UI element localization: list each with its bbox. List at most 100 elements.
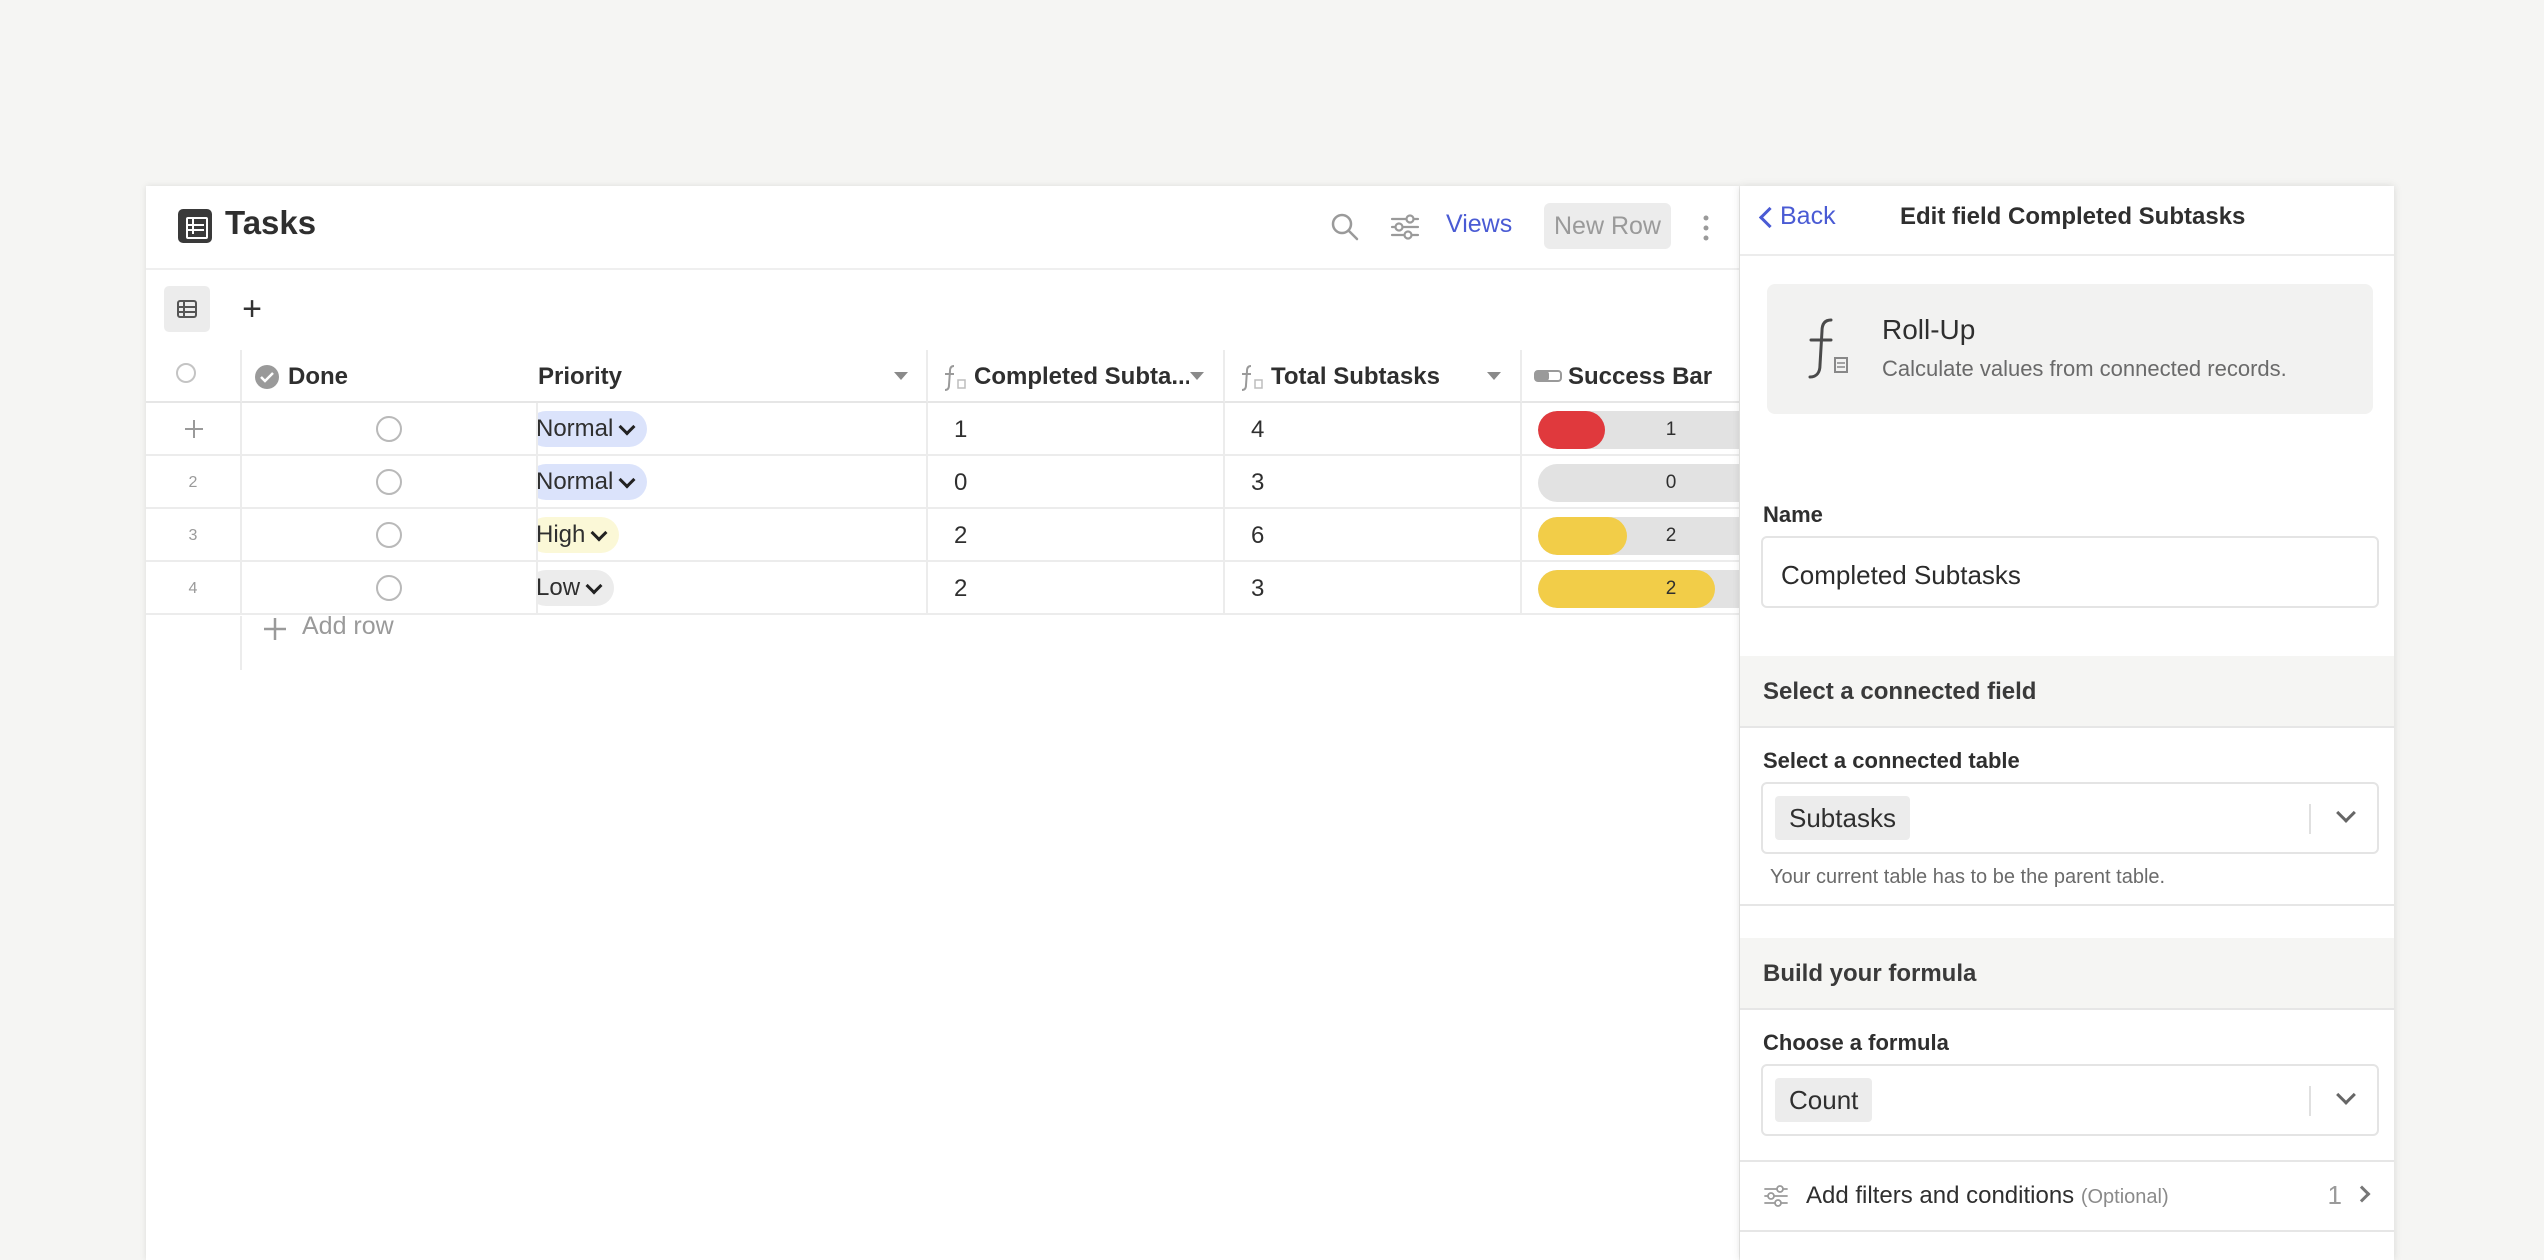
add-row-inline-icon[interactable] (183, 418, 205, 440)
filter-icon (1764, 1185, 1788, 1207)
chevron-down-icon (618, 471, 636, 489)
priority-cell[interactable]: Normal (538, 403, 928, 456)
chevron-down-icon (585, 577, 603, 595)
priority-cell[interactable]: High (538, 509, 928, 562)
field-type-card[interactable]: Roll-Up Calculate values from connected … (1767, 284, 2373, 414)
formula-select[interactable]: Count (1761, 1064, 2379, 1136)
success-bar-cell[interactable]: 0 (1522, 456, 1739, 509)
connected-table-hint: Your current table has to be the parent … (1770, 866, 2166, 888)
table-icon (178, 209, 212, 243)
done-cell[interactable] (242, 456, 538, 509)
add-view-button[interactable]: + (242, 290, 262, 328)
row-number: 2 (146, 456, 242, 509)
completed-cell[interactable]: 1 (928, 403, 1225, 456)
priority-value: High (538, 521, 586, 548)
completed-value: 2 (954, 575, 968, 602)
row-number: 3 (146, 509, 242, 562)
filters-label: Add filters and conditions (Optional) (1806, 1182, 2169, 1210)
back-button[interactable]: Back (1758, 202, 1836, 231)
column-label: Done (288, 363, 348, 390)
priority-pill[interactable]: Normal (538, 411, 648, 447)
edit-field-panel: Back Edit field Completed Subtasks Roll-… (1740, 186, 2394, 1260)
priority-cell[interactable]: Normal (538, 456, 928, 509)
connected-table-label: Select a connected table (1763, 748, 2020, 773)
done-cell[interactable] (242, 403, 538, 456)
section-build-formula: Build your formula (1740, 938, 2394, 1010)
new-row-button[interactable]: New Row (1544, 203, 1671, 249)
column-menu-caret-icon[interactable] (1487, 372, 1501, 380)
priority-pill[interactable]: Normal (538, 464, 648, 500)
column-header-done[interactable]: Done (242, 350, 684, 403)
priority-value: Normal (538, 468, 614, 495)
column-header-success[interactable]: Success Bar (1522, 350, 1739, 403)
selected-formula-chip: Count (1775, 1078, 1873, 1122)
select-all-header[interactable] (146, 350, 242, 403)
progress-bar-label: 2 (1665, 525, 1677, 546)
priority-pill[interactable]: Low (538, 570, 615, 606)
completed-cell[interactable]: 2 (928, 562, 1225, 615)
progress-bar-label: 2 (1665, 578, 1677, 599)
progress-bar-fill (1538, 570, 1715, 608)
column-menu-caret-icon[interactable] (1190, 372, 1204, 380)
completed-cell[interactable]: 0 (928, 456, 1225, 509)
filters-count: 1 (2327, 1180, 2342, 1210)
done-checkbox[interactable] (376, 522, 402, 548)
chevron-down-icon (590, 524, 608, 542)
rollup-field-icon (1241, 365, 1263, 391)
total-cell[interactable]: 4 (1225, 403, 1522, 456)
progress-bar: 0 (1538, 464, 1739, 502)
priority-value: Low (538, 574, 581, 601)
field-name-input[interactable]: Completed Subtasks (1761, 536, 2379, 608)
page-title: Tasks (225, 204, 317, 241)
column-header-total[interactable]: Total Subtasks (1225, 350, 1522, 403)
add-filters-row[interactable]: Add filters and conditions (Optional) 1 (1740, 1162, 2394, 1232)
selected-table-chip: Subtasks (1775, 796, 1910, 840)
priority-cell[interactable]: Low (538, 562, 928, 615)
column-menu-caret-icon[interactable] (894, 372, 908, 380)
field-name-value: Completed Subtasks (1781, 560, 2021, 590)
done-cell[interactable] (242, 509, 538, 562)
done-checkbox[interactable] (376, 469, 402, 495)
filters-label-text: Add filters and conditions (1806, 1182, 2075, 1209)
views-button[interactable]: Views (1446, 210, 1513, 238)
done-checkbox[interactable] (376, 416, 402, 442)
section-title: Select a connected field (1763, 678, 2037, 705)
connected-table-select[interactable]: Subtasks (1761, 782, 2379, 854)
add-row-button[interactable]: Add row (302, 612, 394, 640)
add-row-plus-icon[interactable] (262, 616, 288, 642)
progress-bar: 2 (1538, 570, 1739, 608)
total-cell[interactable]: 3 (1225, 456, 1522, 509)
done-checkbox[interactable] (376, 575, 402, 601)
chevron-down-icon[interactable] (2336, 803, 2356, 823)
success-bar-cell[interactable]: 2 (1522, 562, 1739, 615)
section-title: Build your formula (1763, 960, 1977, 987)
rollup-field-icon (944, 365, 966, 391)
progress-bar-fill (1538, 411, 1605, 449)
more-options-icon[interactable] (1696, 208, 1716, 248)
name-label: Name (1763, 502, 1823, 527)
success-bar-cell[interactable]: 2 (1522, 509, 1739, 562)
progress-bar-fill (1538, 517, 1627, 555)
completed-value: 1 (954, 416, 968, 443)
total-value: 4 (1251, 416, 1265, 443)
total-cell[interactable]: 6 (1225, 509, 1522, 562)
filter-icon[interactable] (1386, 208, 1424, 246)
section-connected-field: Select a connected field (1740, 656, 2394, 728)
grid-view-tab[interactable] (164, 286, 210, 332)
column-label: Success Bar (1568, 363, 1713, 390)
row-number[interactable] (146, 403, 242, 456)
column-header-completed[interactable]: Completed Subta... (928, 350, 1225, 403)
select-all-checkbox[interactable] (176, 363, 196, 383)
panel-title: Edit field Completed Subtasks (1900, 203, 2246, 230)
priority-value: Normal (538, 415, 614, 442)
rollup-function-icon (1808, 318, 1848, 379)
filters-optional-tag: (Optional) (2080, 1186, 2169, 1208)
completed-cell[interactable]: 2 (928, 509, 1225, 562)
total-cell[interactable]: 3 (1225, 562, 1522, 615)
done-cell[interactable] (242, 562, 538, 615)
column-header-priority[interactable]: Priority (538, 350, 928, 403)
priority-pill[interactable]: High (538, 517, 620, 553)
chevron-down-icon[interactable] (2336, 1085, 2356, 1105)
search-icon[interactable] (1326, 208, 1364, 246)
success-bar-cell[interactable]: 1 (1522, 403, 1739, 456)
